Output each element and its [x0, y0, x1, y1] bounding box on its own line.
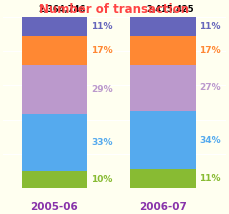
- Bar: [130, 17, 196, 36]
- Bar: [22, 171, 87, 188]
- Text: 2,415,425: 2,415,425: [146, 5, 194, 14]
- Bar: [22, 17, 87, 36]
- Bar: [22, 36, 87, 65]
- Bar: [130, 65, 196, 111]
- Text: 11%: 11%: [199, 174, 221, 183]
- Title: Number of transaction: Number of transaction: [39, 3, 189, 16]
- Text: 34%: 34%: [199, 136, 221, 145]
- Bar: [130, 36, 196, 65]
- Text: 29%: 29%: [91, 85, 112, 94]
- Text: 10%: 10%: [91, 175, 112, 184]
- Text: 33%: 33%: [91, 138, 112, 147]
- Bar: [130, 111, 196, 169]
- Text: 2006-07: 2006-07: [139, 202, 187, 212]
- Text: 17%: 17%: [199, 46, 221, 55]
- Bar: [130, 169, 196, 188]
- Text: 11%: 11%: [91, 22, 112, 31]
- Bar: [22, 65, 87, 114]
- Text: 2005-06: 2005-06: [31, 202, 78, 212]
- Text: 27%: 27%: [199, 83, 221, 92]
- Text: 11%: 11%: [199, 22, 221, 31]
- Bar: [22, 114, 87, 171]
- Text: 17%: 17%: [91, 46, 112, 55]
- Text: 2,364,746: 2,364,746: [38, 5, 85, 14]
